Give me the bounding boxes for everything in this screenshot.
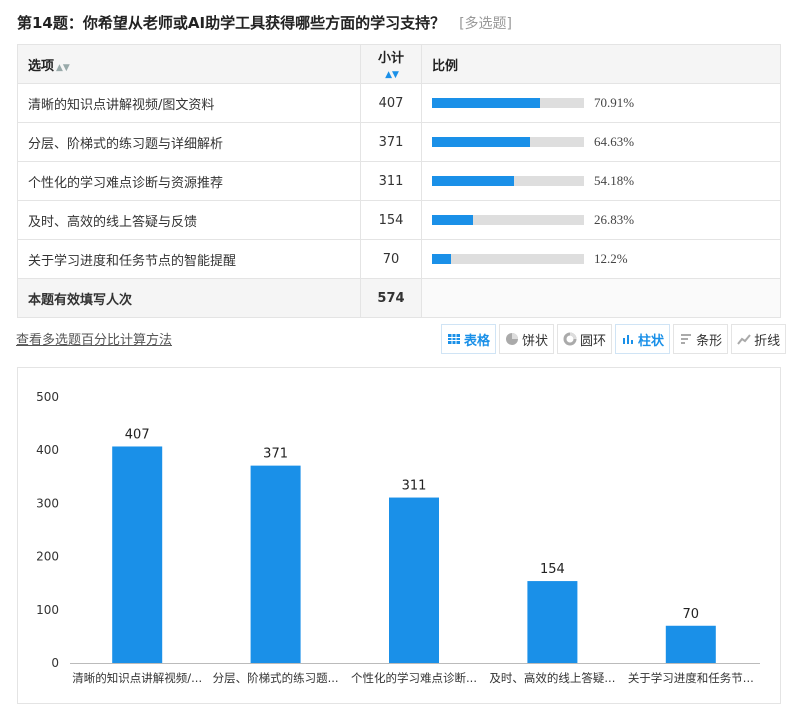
question-type-tag: [多选题] (459, 16, 513, 32)
y-tick-label: 300 (36, 496, 59, 510)
pie-icon (505, 332, 519, 346)
option-label: 及时、高效的线上答疑与反馈 (17, 200, 361, 240)
line-icon (737, 332, 751, 346)
question-text: 第14题：你希望从老师或AI助学工具获得哪些方面的学习支持？ (17, 14, 446, 32)
table-total-row: 本题有效填写人次 574 (17, 278, 781, 318)
view-switcher: 表格 饼状 圆环 柱状 条形 折线 (441, 324, 787, 354)
data-label: 407 (125, 427, 150, 442)
results-table: 选项 ▲▼ 小计▲▼ 比例 清晰的知识点讲解视频/图文资料 407 70.91% … (17, 44, 781, 318)
option-count: 70 (360, 239, 422, 279)
y-tick-label: 500 (36, 390, 59, 404)
ratio-bar (432, 98, 584, 108)
x-tick-label: 关于学习进度和任务节... (628, 671, 754, 685)
x-tick-label: 清晰的知识点讲解视频/... (72, 671, 202, 685)
option-label: 关于学习进度和任务节点的智能提醒 (17, 239, 361, 279)
table-row: 及时、高效的线上答疑与反馈 154 26.83% (17, 200, 781, 240)
x-tick-label: 分层、阶梯式的练习题... (213, 671, 339, 685)
view-ring-button[interactable]: 圆环 (557, 324, 613, 354)
hbar-icon (679, 332, 693, 346)
ratio-bar (432, 137, 584, 147)
view-bar-button[interactable]: 柱状 (615, 324, 671, 354)
data-label: 311 (402, 479, 427, 494)
header-count[interactable]: 小计▲▼ (360, 44, 422, 84)
bar (250, 465, 301, 663)
table-row: 分层、阶梯式的练习题与详细解析 371 64.63% (17, 122, 781, 162)
bar (112, 446, 163, 663)
view-pie-button[interactable]: 饼状 (499, 324, 555, 354)
ratio-bar (432, 254, 584, 264)
ratio-percent: 70.91% (594, 95, 635, 110)
ratio-percent: 12.2% (594, 251, 628, 266)
data-label: 154 (540, 562, 565, 577)
header-option[interactable]: 选项 ▲▼ (17, 44, 361, 84)
option-count: 371 (360, 122, 422, 162)
ratio-bar (432, 176, 584, 186)
sort-icon[interactable]: ▲▼ (385, 70, 399, 80)
ring-icon (563, 332, 577, 346)
question-title: 第14题：你希望从老师或AI助学工具获得哪些方面的学习支持？ [多选题] (17, 12, 512, 33)
option-label: 个性化的学习难点诊断与资源推荐 (17, 161, 361, 201)
option-count: 154 (360, 200, 422, 240)
ratio-percent: 64.63% (594, 134, 635, 149)
y-tick-label: 400 (36, 443, 59, 457)
bar (389, 497, 439, 663)
option-count: 311 (360, 161, 422, 201)
sort-icon[interactable]: ▲▼ (56, 62, 70, 73)
chart-panel: 0 100 200 300 400 500 407 清晰的知识点讲解视频/... 371 分层、阶… (17, 367, 781, 704)
table-icon (447, 332, 461, 346)
table-row: 个性化的学习难点诊断与资源推荐 311 54.18% (17, 161, 781, 201)
header-ratio: 比例 (421, 44, 781, 84)
view-line-button[interactable]: 折线 (731, 324, 787, 354)
table-row: 清晰的知识点讲解视频/图文资料 407 70.91% (17, 83, 781, 123)
x-tick-label: 及时、高效的线上答疑... (489, 671, 615, 685)
y-tick-label: 200 (36, 550, 59, 564)
total-label: 本题有效填写人次 (17, 278, 361, 318)
view-hbar-button[interactable]: 条形 (673, 324, 729, 354)
calc-method-link[interactable]: 查看多选题百分比计算方法 (16, 333, 173, 348)
data-label: 70 (683, 607, 700, 622)
bar (665, 625, 716, 663)
table-header-row: 选项 ▲▼ 小计▲▼ 比例 (17, 44, 781, 84)
option-count: 407 (360, 83, 422, 123)
data-label: 371 (263, 447, 288, 462)
ratio-bar (432, 215, 584, 225)
bar (527, 581, 578, 663)
bar-chart: 0 100 200 300 400 500 407 清晰的知识点讲解视频/... 371 分层、阶… (36, 390, 760, 685)
table-row: 关于学习进度和任务节点的智能提醒 70 12.2% (17, 239, 781, 279)
x-tick-label: 个性化的学习难点诊断... (351, 671, 477, 685)
y-tick-label: 100 (36, 603, 59, 617)
ratio-percent: 26.83% (594, 212, 635, 227)
view-table-button[interactable]: 表格 (441, 324, 497, 354)
option-label: 分层、阶梯式的练习题与详细解析 (17, 122, 361, 162)
option-label: 清晰的知识点讲解视频/图文资料 (17, 83, 361, 123)
y-tick-label: 0 (51, 656, 59, 670)
bar-chart-icon (621, 332, 635, 346)
total-count: 574 (360, 278, 422, 318)
ratio-percent: 54.18% (594, 173, 635, 188)
